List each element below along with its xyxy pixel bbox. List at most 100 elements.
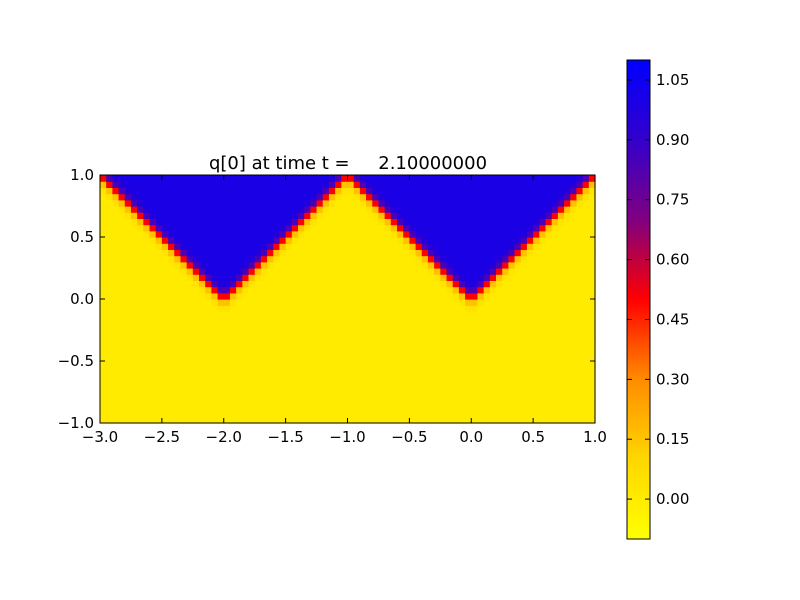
heatmap-cell xyxy=(316,299,324,306)
heatmap-cell xyxy=(471,323,479,331)
heatmap-cell xyxy=(223,206,231,213)
heatmap-cell xyxy=(279,218,287,226)
heatmap-cell xyxy=(174,286,182,294)
heatmap-cell xyxy=(217,311,225,319)
heatmap-cell xyxy=(279,212,287,219)
heatmap-cell xyxy=(186,193,194,201)
heatmap-cell xyxy=(304,392,311,399)
heatmap-cell xyxy=(298,323,305,331)
heatmap-cell xyxy=(576,206,584,213)
heatmap-cell xyxy=(174,398,182,405)
heatmap-cell xyxy=(229,404,237,412)
heatmap-cell xyxy=(328,317,336,325)
heatmap-cell xyxy=(489,416,497,424)
heatmap-cell xyxy=(570,416,578,424)
heatmap-cell xyxy=(588,286,596,294)
heatmap-cell xyxy=(372,280,380,288)
heatmap-cell xyxy=(520,243,528,250)
heatmap-cell xyxy=(161,317,169,325)
heatmap-cell xyxy=(143,249,151,257)
heatmap-cell xyxy=(273,299,281,306)
heatmap-cell xyxy=(304,348,311,356)
heatmap-cell xyxy=(570,330,578,337)
heatmap-cell xyxy=(446,317,454,325)
heatmap-cell xyxy=(508,255,516,263)
heatmap-cell xyxy=(489,218,497,226)
heatmap-cell xyxy=(452,354,460,362)
heatmap-cell xyxy=(347,199,355,207)
heatmap-cell xyxy=(378,311,386,319)
heatmap-cell xyxy=(304,230,311,238)
heatmap-cell xyxy=(100,416,107,424)
heatmap-cell xyxy=(390,373,398,381)
heatmap-cell xyxy=(236,268,243,275)
heatmap-cell xyxy=(508,342,516,350)
heatmap-cell xyxy=(477,261,485,269)
heatmap-cell xyxy=(483,206,491,213)
heatmap-cell xyxy=(161,373,169,381)
heatmap-cell xyxy=(366,299,373,306)
heatmap-cell xyxy=(328,237,336,244)
heatmap-cell xyxy=(384,212,392,219)
heatmap-cell xyxy=(489,261,497,269)
heatmap-cell xyxy=(291,261,299,269)
heatmap-cell xyxy=(186,292,194,300)
heatmap-cell xyxy=(100,305,107,312)
heatmap-cell xyxy=(588,206,596,213)
heatmap-cell xyxy=(100,280,107,288)
heatmap-cell xyxy=(359,199,367,207)
heatmap-cell xyxy=(347,193,355,201)
heatmap-cell xyxy=(137,175,144,182)
heatmap-cell xyxy=(539,404,547,412)
heatmap-cell xyxy=(180,218,188,226)
heatmap-cell xyxy=(310,311,318,319)
heatmap-cell xyxy=(205,305,212,312)
heatmap-cell xyxy=(397,230,404,238)
heatmap-cell xyxy=(168,416,175,424)
heatmap-cell xyxy=(545,373,553,381)
heatmap-cell xyxy=(149,181,157,188)
heatmap-cell xyxy=(106,261,113,269)
heatmap-cell xyxy=(155,292,163,300)
heatmap-cell xyxy=(496,404,503,412)
heatmap-cell xyxy=(372,212,380,219)
heatmap-cell xyxy=(465,367,472,374)
heatmap-cell xyxy=(298,255,305,263)
heatmap-cell xyxy=(409,175,417,182)
heatmap-cell xyxy=(130,212,138,219)
heatmap-cell xyxy=(229,342,237,350)
heatmap-cell xyxy=(496,268,503,275)
heatmap-cell xyxy=(137,410,144,418)
heatmap-cell xyxy=(130,280,138,288)
heatmap-cell xyxy=(211,292,219,300)
heatmap-cell xyxy=(359,392,367,399)
heatmap-cell xyxy=(124,311,132,319)
heatmap-cell xyxy=(390,416,398,424)
heatmap-cell xyxy=(192,367,200,374)
heatmap-cell xyxy=(347,224,355,232)
heatmap-cell xyxy=(149,286,157,294)
heatmap-cell xyxy=(452,416,460,424)
heatmap-cell xyxy=(421,255,429,263)
heatmap-cell xyxy=(403,193,410,201)
heatmap-cell xyxy=(465,305,472,312)
heatmap-cell xyxy=(248,385,256,393)
heatmap-cell xyxy=(192,255,200,263)
heatmap-cell xyxy=(217,323,225,331)
heatmap-cell xyxy=(267,286,274,294)
heatmap-cell xyxy=(143,311,151,319)
heatmap-cell xyxy=(508,187,516,195)
heatmap-cell xyxy=(366,212,373,219)
heatmap-cell xyxy=(545,311,553,319)
heatmap-cell xyxy=(582,330,590,337)
heatmap-cell xyxy=(236,416,243,424)
heatmap-cell xyxy=(143,299,151,306)
heatmap-cell xyxy=(267,261,274,269)
heatmap-cell xyxy=(588,175,596,182)
heatmap-cell xyxy=(322,286,330,294)
heatmap-cell xyxy=(118,243,126,250)
heatmap-cell xyxy=(322,398,330,405)
heatmap-cell xyxy=(520,361,528,368)
heatmap-cell xyxy=(353,280,361,288)
heatmap-cell xyxy=(347,410,355,418)
